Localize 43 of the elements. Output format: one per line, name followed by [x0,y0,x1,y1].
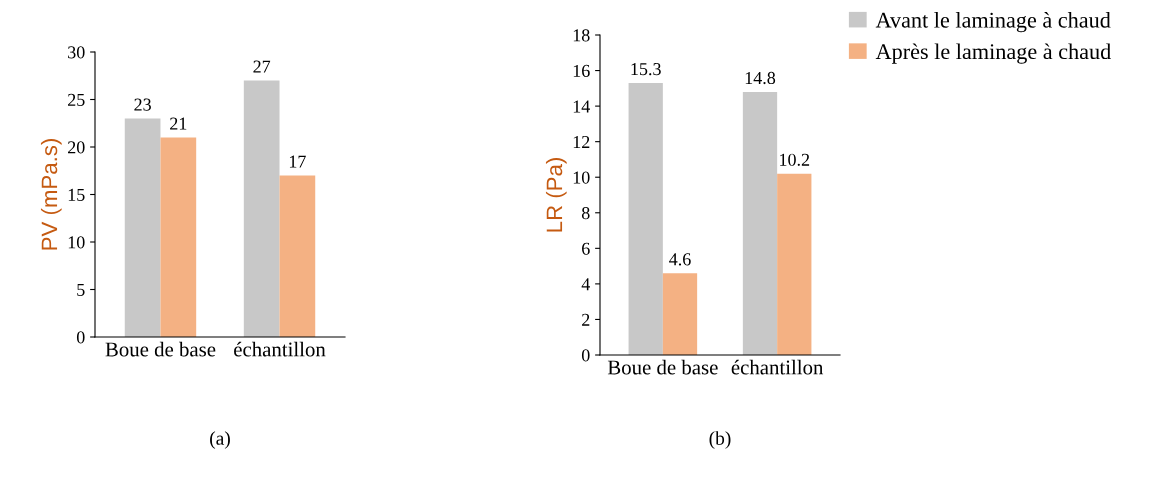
y-tick-label: 10 [68,236,85,249]
y-tick-label: 14 [573,100,590,113]
bar [160,137,197,337]
y-tick-label: 16 [573,64,590,77]
y-tick-label: 18 [573,29,590,42]
data-label: 10.2 [780,153,810,166]
bar [243,80,280,337]
y-tick-label: 0 [581,349,590,362]
x-tick-label: Boue de base [607,359,718,375]
x-tick-label: Boue de base [105,341,216,357]
y-tick-label: 30 [68,46,85,59]
y-tick-label: 4 [581,278,590,291]
bar [124,118,161,337]
data-label: 17 [289,155,306,168]
x-tick-label: échantillon [731,359,824,375]
data-label: 21 [170,117,187,130]
bar [742,91,778,355]
y-axis-title: LR (Pa) [545,158,567,232]
y-axis-title: PV (mPa.s) [40,139,62,250]
bar [279,175,316,337]
legend-label: Après le laminage à chaud [875,43,1111,64]
x-tick-label: échantillon [234,341,326,357]
y-tick-label: 8 [581,207,590,220]
text: (b) [709,431,731,449]
y-tick-label: 2 [582,313,590,326]
data-label: 23 [134,98,151,111]
data-label: 27 [253,60,271,73]
y-tick-label: 0 [76,331,85,344]
bar [662,273,698,355]
y-tick-label: 25 [68,93,85,106]
bar [628,83,663,355]
y-tick-label: 12 [573,135,590,148]
data-label: 14.8 [745,71,776,85]
legend-label: Avant le laminage à chaud [875,11,1111,33]
bar [777,173,812,355]
data-label: 15.3 [631,63,661,76]
y-tick-label: 5 [77,283,85,296]
y-tick-label: 20 [68,141,85,154]
data-label: 4.6 [669,253,691,266]
y-tick-label: 10 [573,171,590,184]
text: (a) [210,431,230,449]
y-tick-label: 15 [68,188,85,201]
y-tick-label: 6 [582,242,590,255]
